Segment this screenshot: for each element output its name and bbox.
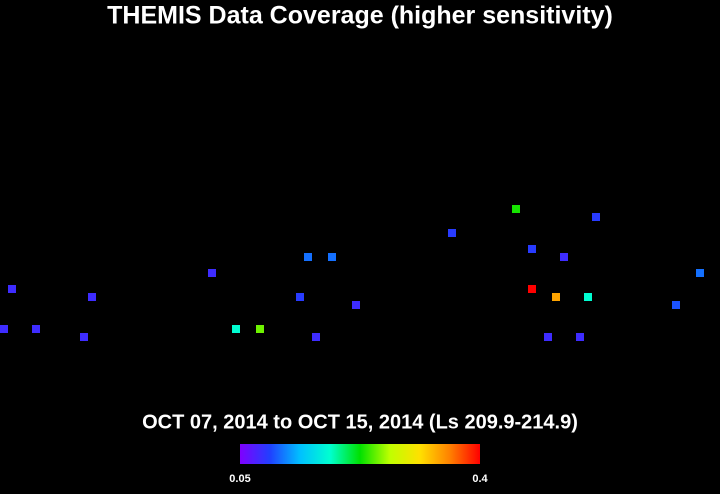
chart-subtitle: OCT 07, 2014 to OCT 15, 2014 (Ls 209.9-2… [142, 411, 578, 433]
coverage-point [512, 205, 520, 213]
coverage-point [528, 245, 536, 253]
coverage-point [8, 285, 16, 293]
colorbar-tick-label: 0.05 [229, 473, 250, 485]
coverage-point [696, 269, 704, 277]
coverage-point [528, 285, 536, 293]
chart-title: THEMIS Data Coverage (higher sensitivity… [107, 2, 613, 30]
coverage-point [296, 293, 304, 301]
coverage-point [304, 253, 312, 261]
coverage-point [352, 301, 360, 309]
coverage-point [0, 325, 8, 333]
colorbar-tick-label: 0.4 [472, 473, 488, 485]
coverage-point [208, 269, 216, 277]
coverage-point [80, 333, 88, 341]
coverage-point [312, 333, 320, 341]
coverage-point [328, 253, 336, 261]
coverage-point [560, 253, 568, 261]
coverage-point [448, 229, 456, 237]
colorbar [240, 444, 480, 464]
coverage-point [584, 293, 592, 301]
coverage-point [592, 213, 600, 221]
coverage-point [552, 293, 560, 301]
coverage-point [544, 333, 552, 341]
coverage-point [232, 325, 240, 333]
coverage-point [256, 325, 264, 333]
coverage-point [32, 325, 40, 333]
coverage-point [672, 301, 680, 309]
coverage-point [88, 293, 96, 301]
coverage-point [576, 333, 584, 341]
